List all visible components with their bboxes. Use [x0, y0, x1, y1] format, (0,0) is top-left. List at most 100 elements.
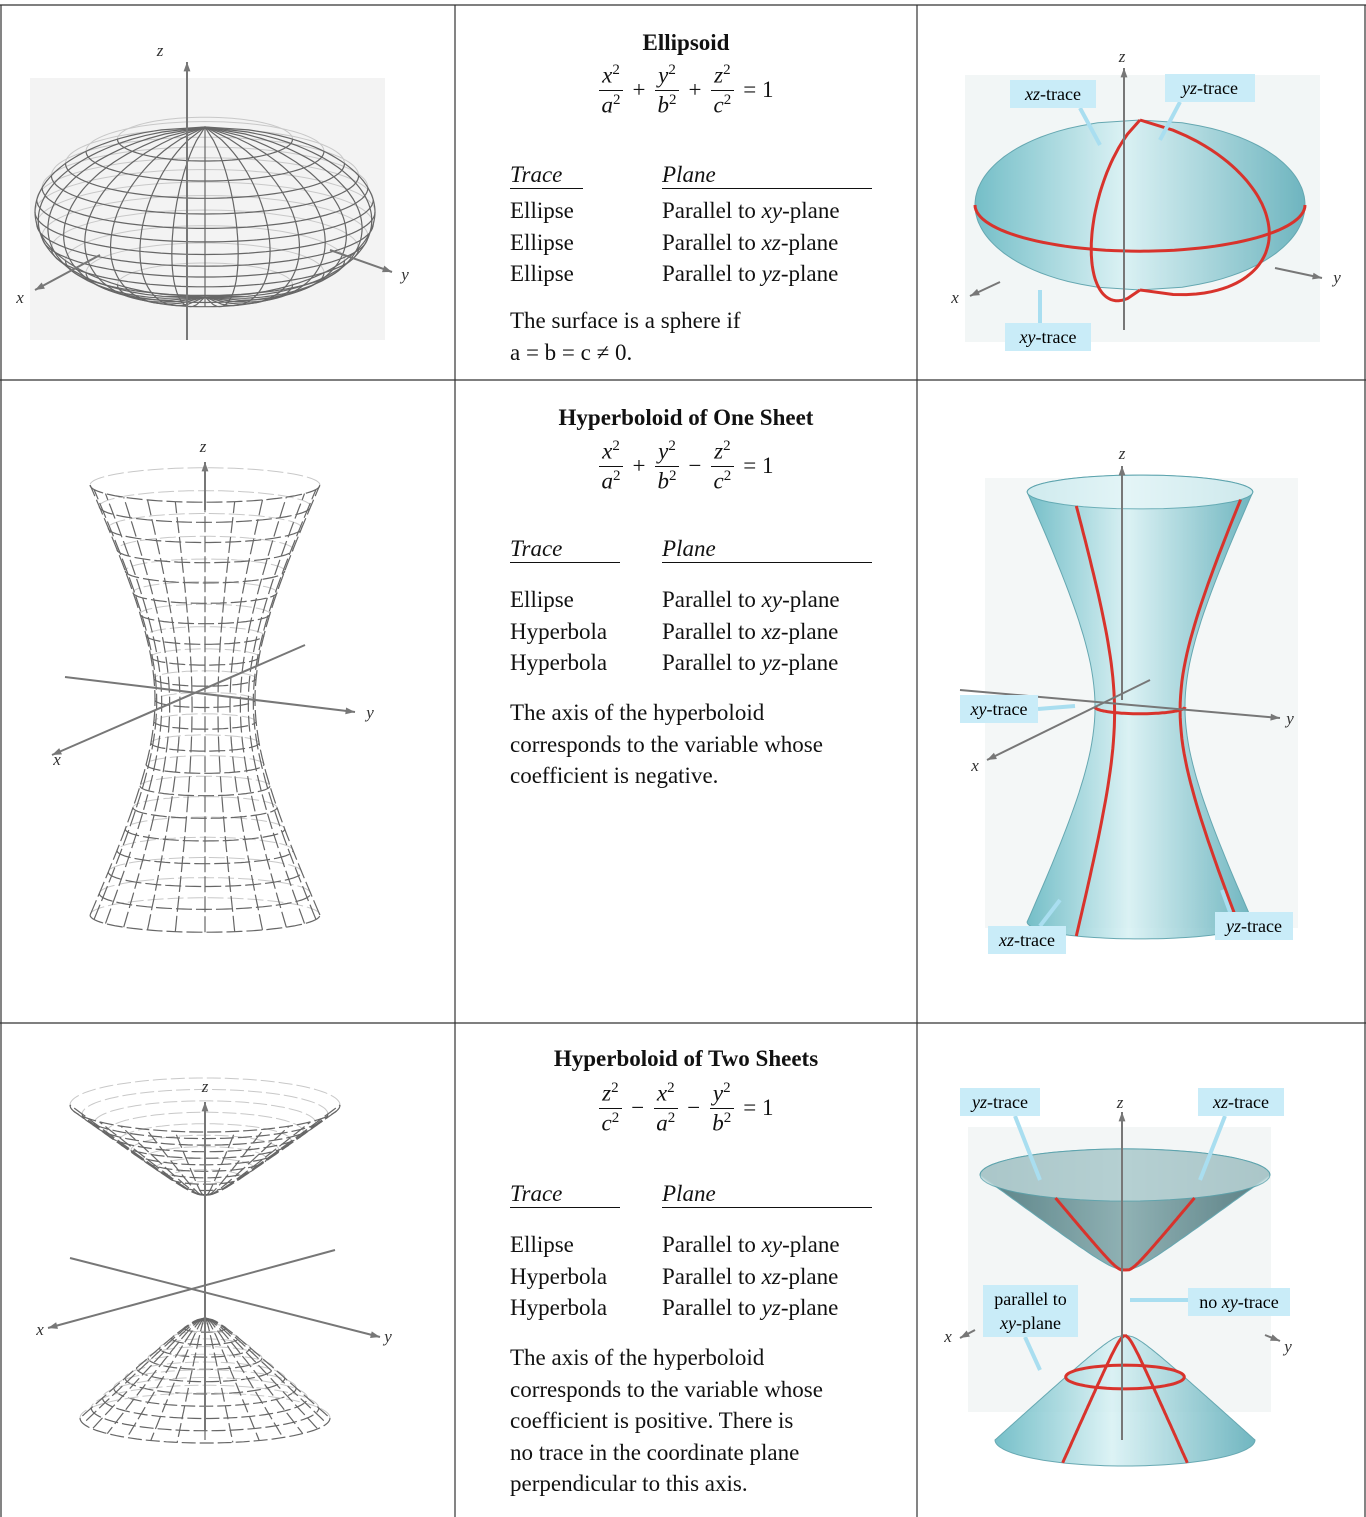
- axes: xyz: [943, 1093, 1292, 1440]
- axis-arrow: [960, 1330, 970, 1338]
- wire-front: [204, 126, 363, 299]
- wire-front: [176, 1317, 206, 1443]
- surface-cap: [1026, 474, 1254, 510]
- wire-front: [69, 1104, 206, 1196]
- label-pointer: [1078, 107, 1102, 146]
- trace-curve: [1124, 1333, 1189, 1464]
- label-pointer: [1023, 1336, 1042, 1371]
- wire-front: [204, 1125, 290, 1196]
- plane-cell: Parallel to xy-plane: [662, 585, 840, 615]
- fraction: y2 b2: [655, 62, 680, 118]
- wire-front: [120, 1125, 206, 1196]
- plane-cell: Parallel to xy-plane: [662, 1230, 840, 1260]
- plane-part: Parallel to: [662, 1295, 762, 1320]
- numerator: y2: [655, 438, 679, 467]
- trace-cell: Ellipse: [510, 587, 574, 612]
- wire-front: [204, 1317, 284, 1438]
- table-header: Plane: [662, 1181, 872, 1208]
- table-header: Plane: [662, 536, 872, 563]
- wire-front: [146, 499, 181, 931]
- axis-arrow: [201, 1102, 209, 1112]
- axes: xyz: [15, 41, 409, 340]
- variable: z: [714, 438, 724, 464]
- trace-cell: Hyperbola: [510, 1295, 608, 1320]
- label-part: -trace: [1036, 327, 1077, 347]
- exponent: 2: [667, 1080, 675, 1096]
- plane-part: Parallel to: [662, 650, 762, 675]
- label-part: -plane: [1016, 1313, 1061, 1333]
- row-title: Hyperboloid of Two Sheets: [553, 1046, 819, 1071]
- equation-rhs: = 1: [743, 453, 774, 479]
- axis-arrow: [1120, 68, 1128, 78]
- variable: z: [602, 1080, 612, 1106]
- axis-arrow: [1270, 1334, 1280, 1341]
- wire-back: [93, 1100, 317, 1124]
- axis-label: y: [399, 265, 409, 284]
- note-line: coefficient is negative.: [510, 763, 719, 788]
- plane-cell: Parallel to xz-plane: [662, 228, 838, 258]
- plane-part: -plane: [782, 587, 840, 612]
- wire-front: [204, 1317, 328, 1425]
- operator: +: [632, 77, 646, 103]
- wire-front: [204, 1317, 331, 1419]
- exponent: 2: [613, 91, 621, 108]
- label-box: [983, 1285, 1078, 1337]
- wire-front: [254, 484, 321, 916]
- trace-curve: [973, 204, 1307, 253]
- wire-front: [139, 126, 206, 307]
- label-pointer: [1220, 889, 1232, 913]
- note-line: a = b = c ≠ 0.: [510, 339, 633, 365]
- wire-front: [106, 1317, 206, 1434]
- axis-arrow: [1270, 713, 1280, 721]
- fraction: x2 a2: [599, 438, 624, 494]
- axis-line: [329, 249, 393, 273]
- variable: a: [601, 468, 614, 494]
- plane-part: Parallel to: [662, 229, 762, 255]
- axis-label: x: [970, 756, 979, 775]
- fraction: y2 b2: [655, 438, 680, 494]
- wire-back: [81, 1088, 329, 1115]
- wire-front: [104, 493, 163, 924]
- denominator: b2: [709, 1109, 734, 1137]
- label-part: -trace: [987, 1092, 1028, 1112]
- exponent: 2: [613, 467, 621, 484]
- axis-label: y: [382, 1327, 392, 1346]
- numerator: z2: [599, 1080, 622, 1109]
- surface-cap: [979, 1148, 1271, 1202]
- plane-part: xy: [761, 587, 783, 612]
- trace-curve: [1139, 118, 1271, 297]
- numerator: x2: [653, 1080, 678, 1109]
- wire-front: [204, 1317, 260, 1441]
- axis-label: z: [1116, 1093, 1124, 1112]
- plane-part: -plane: [782, 198, 840, 223]
- label-box: [1005, 323, 1091, 351]
- plane-part: -plane: [780, 1263, 839, 1289]
- wire-front: [205, 1128, 265, 1196]
- trace-label: no xy-trace: [1199, 1292, 1278, 1312]
- variable: b: [657, 92, 670, 118]
- equation: x2 a2 + y2 b2− z2 c2 = 1: [455, 438, 917, 494]
- axis-arrow: [48, 1322, 58, 1329]
- denominator: b2: [655, 467, 680, 495]
- label-part: -trace: [1014, 930, 1055, 950]
- axis-label: y: [1282, 1337, 1292, 1356]
- variable: y: [658, 438, 669, 464]
- wire-front: [204, 1317, 319, 1430]
- wireframe: [79, 1317, 331, 1444]
- numerator: y2: [709, 1080, 734, 1109]
- equation-rhs: = 1: [743, 77, 774, 103]
- operator: +: [632, 453, 646, 479]
- wire-back: [107, 513, 303, 529]
- label-part: yz: [1224, 916, 1241, 936]
- label-box: [988, 926, 1066, 954]
- variable: y: [712, 1080, 724, 1106]
- trace-label: xz-trace: [998, 930, 1055, 950]
- axis-arrow: [35, 282, 45, 290]
- label-part: xy: [970, 699, 987, 719]
- plane-part: xz: [761, 618, 781, 644]
- exponent: 2: [723, 438, 731, 454]
- surface-fill: [994, 1334, 1256, 1467]
- note-line: no trace in the coordinate plane: [510, 1439, 800, 1465]
